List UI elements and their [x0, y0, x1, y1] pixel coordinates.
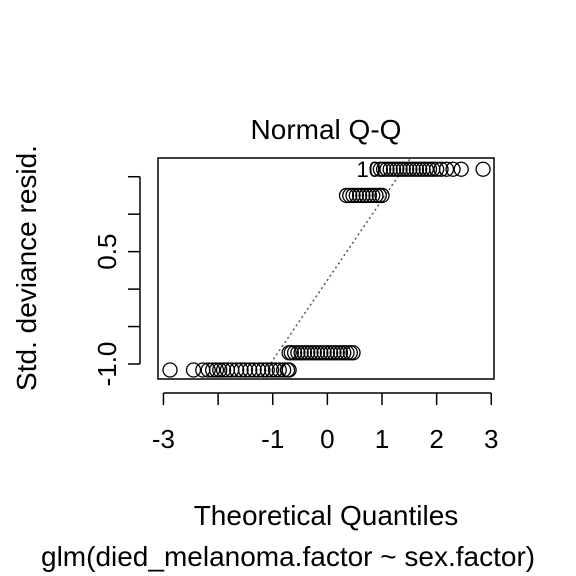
data-point — [162, 362, 178, 378]
data-point — [339, 345, 355, 361]
points-layer — [162, 161, 491, 378]
chart-subtitle: glm(died_melanoma.factor ~ sex.factor) — [41, 541, 535, 572]
data-point — [293, 345, 309, 361]
data-point — [313, 345, 329, 361]
reference-line-layer — [259, 158, 412, 379]
data-point — [365, 187, 381, 204]
y-tick-label: -1.0 — [92, 342, 122, 387]
data-point — [255, 362, 271, 378]
data-point — [271, 362, 287, 378]
data-point — [306, 345, 322, 361]
data-point — [398, 161, 415, 177]
point-label: 10 — [356, 157, 380, 182]
data-point — [290, 345, 306, 361]
data-point — [379, 161, 395, 177]
data-point — [286, 345, 303, 361]
x-tick-label: 0 — [320, 424, 334, 454]
data-point — [229, 362, 245, 378]
plot-frame — [157, 157, 495, 380]
data-point — [250, 362, 267, 378]
x-tick-label: 2 — [429, 424, 443, 454]
data-point — [296, 345, 313, 361]
x-tick-label: 1 — [375, 424, 389, 454]
data-point — [342, 187, 358, 204]
data-point — [405, 161, 421, 177]
data-point — [372, 161, 389, 177]
data-point — [185, 362, 202, 378]
data-point — [276, 362, 292, 378]
data-point — [374, 187, 390, 204]
reference-line — [259, 158, 412, 379]
data-point — [428, 161, 445, 177]
data-point — [438, 161, 455, 177]
data-point — [433, 161, 449, 177]
data-point — [208, 362, 225, 378]
data-point — [246, 362, 262, 378]
data-point — [309, 345, 326, 361]
chart-title: Normal Q-Q — [251, 114, 402, 145]
x-tick-label: -1 — [261, 424, 284, 454]
data-point — [237, 362, 254, 378]
data-point — [332, 345, 349, 361]
data-point — [475, 161, 491, 177]
data-point — [281, 362, 297, 378]
x-axis: -3 -1 0 1 2 3 — [152, 392, 499, 454]
data-point — [336, 345, 352, 361]
x-tick-label: 3 — [484, 424, 498, 454]
data-point — [368, 187, 384, 204]
data-point — [348, 187, 364, 204]
data-point — [263, 362, 280, 378]
y-axis-title: Std. deviance resid. — [11, 145, 42, 391]
data-point — [445, 161, 461, 177]
data-point — [200, 362, 216, 378]
data-point — [319, 345, 336, 361]
data-point — [242, 362, 258, 378]
data-point — [385, 161, 402, 177]
data-point — [361, 187, 378, 204]
data-point — [392, 161, 408, 177]
data-point — [233, 362, 249, 378]
y-tick-label: 0.5 — [92, 234, 122, 270]
data-point — [395, 161, 411, 177]
data-point — [453, 161, 469, 177]
data-point — [326, 345, 342, 361]
data-point — [215, 362, 232, 378]
data-point — [212, 362, 228, 378]
data-point — [300, 345, 316, 361]
data-point — [283, 345, 299, 361]
data-point — [204, 362, 221, 378]
data-point — [329, 345, 345, 361]
data-point — [316, 345, 332, 361]
data-point — [421, 161, 438, 177]
data-point — [358, 187, 374, 204]
data-point — [345, 187, 361, 204]
data-point — [408, 161, 425, 177]
data-point — [303, 345, 319, 361]
data-point — [338, 187, 355, 204]
data-point — [418, 161, 434, 177]
data-point — [259, 362, 275, 378]
data-point — [389, 161, 405, 177]
data-point — [322, 345, 339, 361]
data-point — [345, 345, 361, 361]
data-point — [355, 187, 371, 204]
data-point — [351, 187, 368, 204]
data-point — [382, 161, 398, 177]
x-tick-label: -3 — [152, 424, 175, 454]
data-point — [402, 161, 418, 177]
data-point — [375, 161, 392, 177]
y-axis: -1.0 0.5 — [92, 175, 141, 387]
data-point — [412, 161, 428, 177]
x-axis-title: Theoretical Quantiles — [194, 500, 459, 531]
